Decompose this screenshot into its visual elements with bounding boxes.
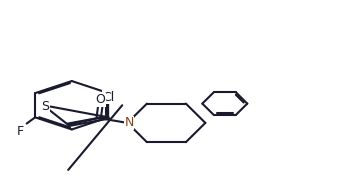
Text: F: F: [16, 125, 23, 138]
Text: Cl: Cl: [102, 90, 115, 104]
Text: S: S: [41, 100, 49, 113]
Text: N: N: [124, 116, 134, 129]
Text: O: O: [96, 93, 105, 106]
